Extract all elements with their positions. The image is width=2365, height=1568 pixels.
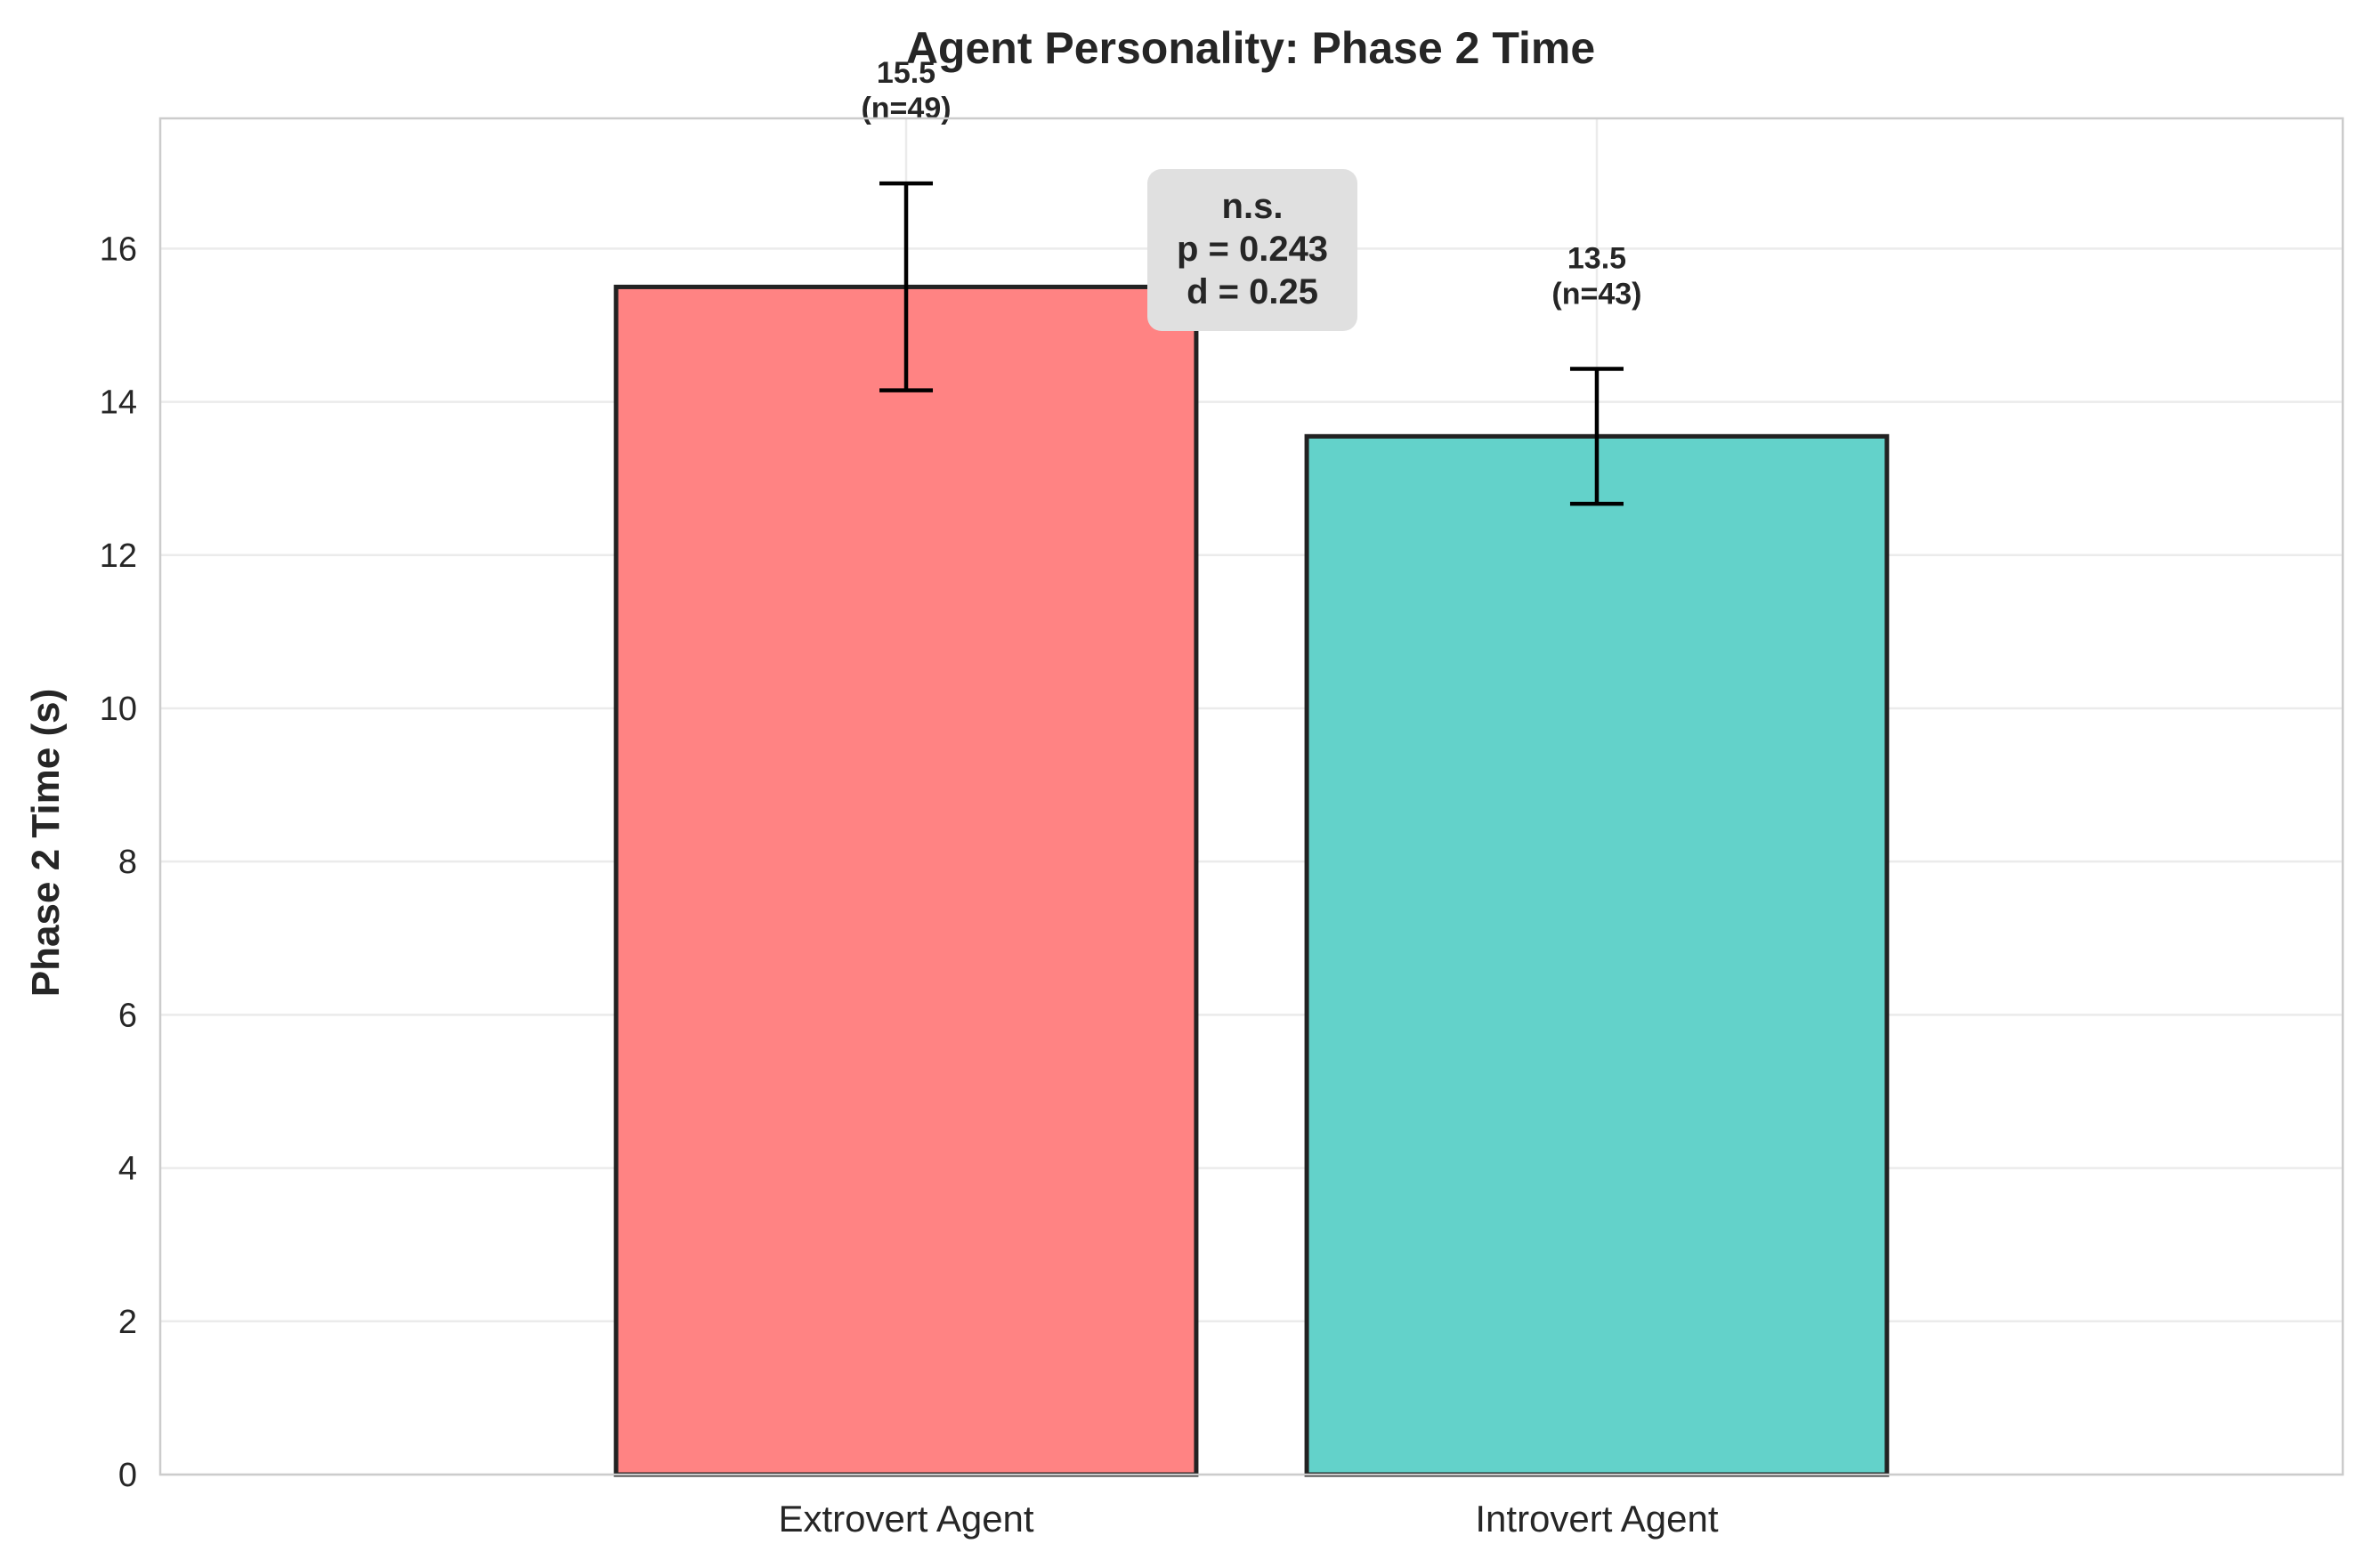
y-tick-label: 2 [118, 1304, 137, 1341]
axis-ticks: 0 2 4 6 8 10 12 14 16 Extrovert Agent Introvert Ag… [100, 230, 1719, 1540]
stats-annotation: n.s. p = 0.243 d = 0.25 [1147, 169, 1357, 331]
x-tick-label: Introvert Agent [1475, 1498, 1718, 1540]
y-axis-label: Phase 2 Time (s) [24, 689, 68, 997]
y-tick-label: 6 [118, 997, 137, 1034]
bar-n-label: (n=49) [861, 92, 951, 125]
p-value-label: p = 0.243 [1177, 230, 1328, 269]
y-tick-label: 8 [118, 844, 137, 881]
y-tick-label: 16 [100, 230, 137, 268]
stats-annotation-box [1147, 169, 1357, 331]
y-tick-label: 10 [100, 691, 137, 728]
error-bars [879, 181, 1624, 506]
y-tick-label: 4 [118, 1151, 137, 1188]
significance-label: n.s. [1222, 187, 1284, 226]
y-tick-label: 0 [118, 1457, 137, 1494]
effect-size-label: d = 0.25 [1187, 272, 1318, 311]
data-labels: 15.5(n=49) 13.5(n=43) [861, 56, 1641, 311]
y-tick-label: 12 [100, 537, 137, 575]
chart-title: Agent Personality: Phase 2 Time [906, 23, 1595, 73]
plot-frame [158, 117, 2345, 1476]
bar-value-label: 13.5 [1567, 242, 1626, 276]
y-tick-label: 14 [100, 384, 137, 422]
bar [613, 284, 1199, 1477]
bar-n-label: (n=43) [1551, 278, 1641, 311]
bar [1304, 433, 1890, 1477]
bar-value-label: 15.5 [877, 56, 935, 90]
x-tick-label: Extrovert Agent [778, 1498, 1033, 1540]
bars [613, 284, 1890, 1477]
